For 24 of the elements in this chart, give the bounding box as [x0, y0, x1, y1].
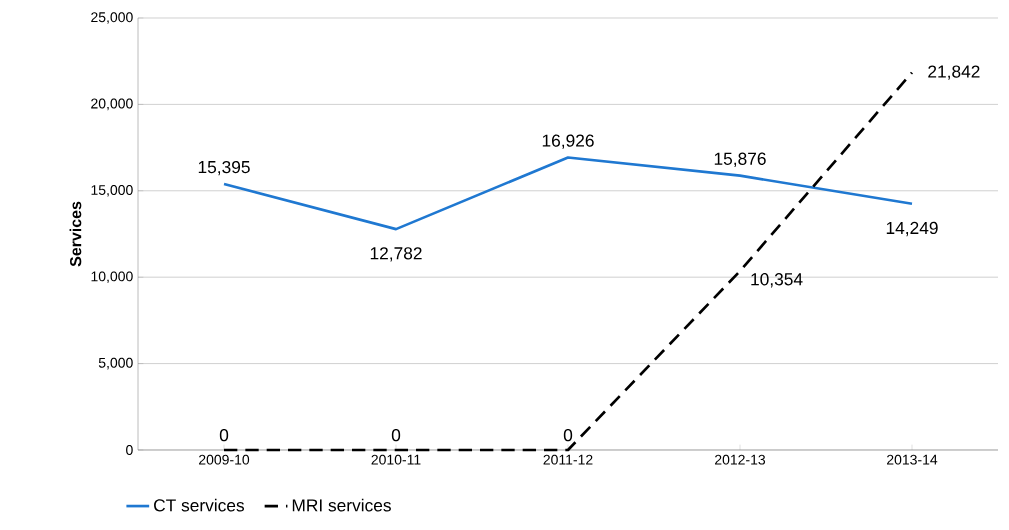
y-axis-title: Services [69, 201, 82, 267]
y-tick-label: 25,000 [91, 12, 133, 24]
data-label: 15,876 [714, 152, 766, 167]
y-tick-label: 20,000 [91, 98, 133, 111]
x-tick-label: 2012-13 [715, 454, 766, 465]
x-tick-label: 2010-11 [371, 454, 421, 465]
data-label: 16,926 [542, 134, 594, 149]
data-label: 0 [219, 429, 229, 442]
data-label: 10,354 [751, 273, 803, 288]
x-tick-label: 2013-14 [887, 454, 938, 465]
x-tick-label: 2011-12 [543, 454, 593, 465]
y-tick-label: 10,000 [91, 271, 133, 283]
data-label: 0 [391, 429, 401, 442]
data-label: 14,249 [886, 221, 938, 237]
y-tick-label: 0 [126, 445, 133, 455]
data-label: 12,782 [370, 247, 422, 262]
x-tick-label: 2009-10 [199, 454, 250, 465]
data-label: 15,395 [198, 160, 250, 176]
legend-label: MRI services [292, 498, 391, 512]
data-label: 0 [563, 429, 573, 442]
y-tick-label: 5,000 [98, 357, 133, 370]
data-label: 21,842 [928, 65, 980, 80]
legend-label: CT services [154, 498, 245, 512]
y-tick-label: 15,000 [91, 185, 133, 197]
